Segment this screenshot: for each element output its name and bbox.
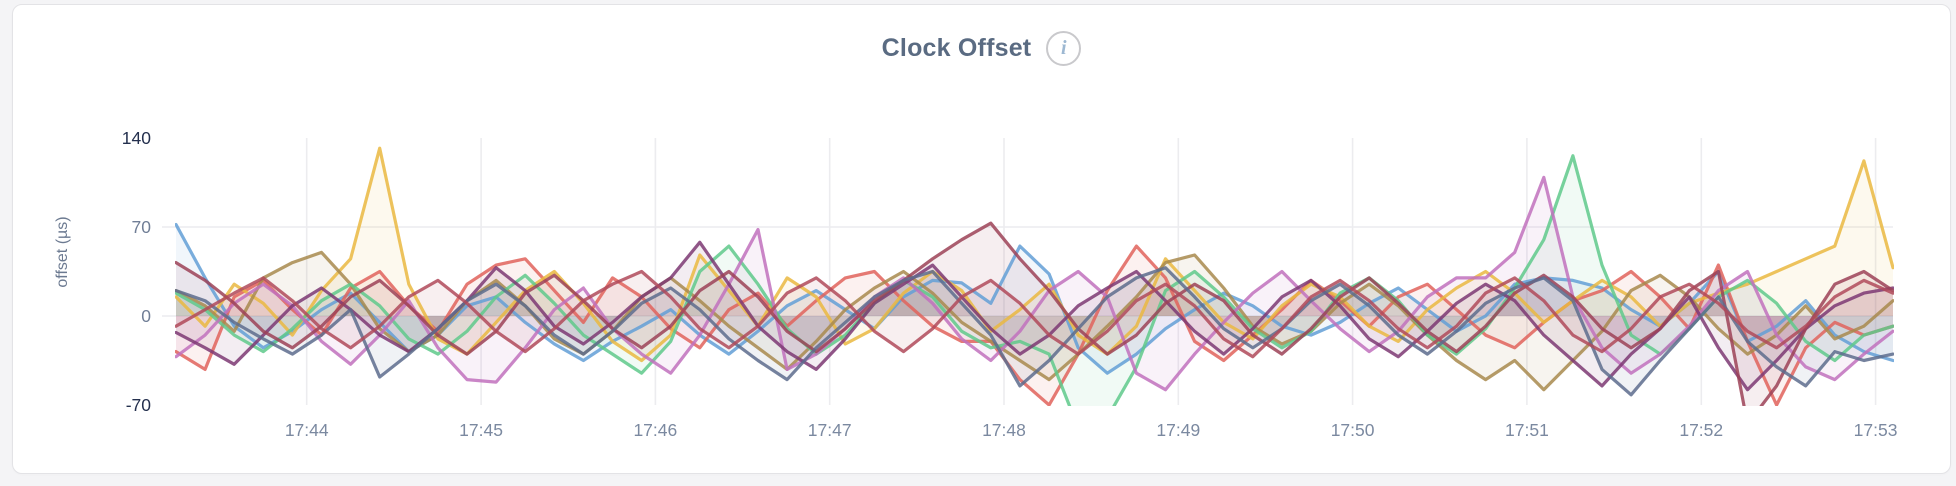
x-tick-label: 17:46 — [633, 420, 678, 440]
x-tick-label: 17:48 — [982, 420, 1026, 440]
y-tick-label: 70 — [131, 217, 151, 237]
clock-offset-plot[interactable] — [162, 138, 1894, 406]
series-line-1 — [175, 222, 1894, 375]
y-tick-label: 0 — [141, 306, 151, 326]
series-area-10 — [176, 271, 1893, 357]
y-tick-label: -70 — [125, 395, 151, 415]
x-tick-label: 17:47 — [807, 420, 852, 440]
x-tick-label: 17:44 — [284, 420, 329, 440]
x-tick-label: 17:53 — [1853, 420, 1898, 440]
series-area-8 — [176, 223, 1893, 406]
x-tick-label: 17:49 — [1156, 420, 1201, 440]
series-line-10 — [175, 269, 1894, 359]
series-line-6 — [175, 175, 1894, 392]
series-area-9 — [176, 267, 1893, 395]
series-line-5 — [175, 154, 1894, 406]
y-tick-label: 140 — [121, 128, 151, 148]
series-line-2 — [175, 244, 1894, 406]
series-line-8 — [175, 221, 1894, 406]
series-line-9 — [175, 266, 1894, 397]
series-area-3 — [176, 148, 1893, 361]
chart-card: Clock Offset i offset (µs) 140 70 0 -70 17:… — [12, 4, 1951, 474]
info-icon[interactable]: i — [1046, 31, 1082, 66]
chart-title: Clock Offset — [881, 34, 1032, 62]
x-tick-label: 17:51 — [1505, 420, 1549, 440]
x-tick-label: 17:50 — [1330, 420, 1375, 440]
x-tick-label: 17:52 — [1679, 420, 1724, 440]
x-tick-label: 17:45 — [459, 420, 503, 440]
chart-header: Clock Offset i — [13, 31, 1950, 66]
series-area-7 — [176, 242, 1893, 390]
series-area-2 — [176, 246, 1893, 405]
